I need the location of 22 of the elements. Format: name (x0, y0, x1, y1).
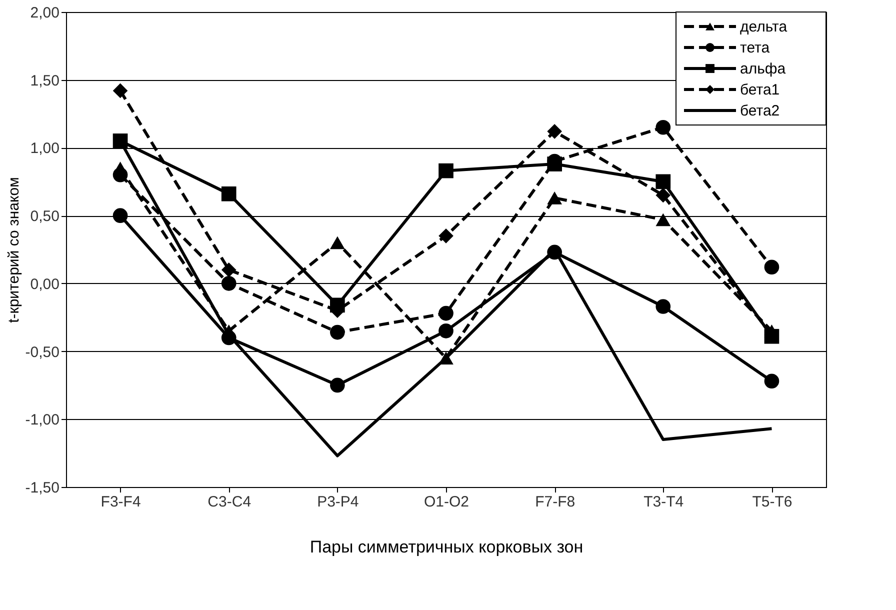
legend-label: бета1 (740, 82, 780, 98)
x-tick-label: T5-T6 (752, 494, 792, 510)
x-axis-title: Пары симметричных корковых зон (310, 538, 584, 556)
x-tick-label: F7-F8 (535, 494, 576, 510)
legend-label: бета2 (740, 102, 780, 120)
y-tick-label: -1,00 (25, 412, 60, 429)
y-tick-label: 0,00 (30, 276, 60, 293)
y-tick-label: -1,50 (25, 480, 60, 496)
y-tick-label: 1,00 (30, 140, 60, 158)
y-axis-title: t-критерий со знаком (5, 177, 22, 323)
y-tick-label: 2,00 (30, 4, 60, 22)
y-tick-label: 0,50 (30, 208, 60, 226)
y-tick-label: 1,50 (30, 72, 60, 90)
legend-label: дельта (740, 18, 788, 36)
x-tick-label: C3-C4 (208, 494, 252, 510)
x-tick-label: F3-F4 (100, 494, 141, 510)
legend-label: тета (740, 40, 770, 56)
legend-label: альфа (740, 60, 786, 78)
y-tick-label: -0,50 (25, 344, 60, 361)
x-tick-label: O1-O2 (424, 494, 470, 510)
x-tick-label: P3-P4 (317, 494, 359, 510)
x-tick-label: T3-T4 (644, 494, 684, 510)
